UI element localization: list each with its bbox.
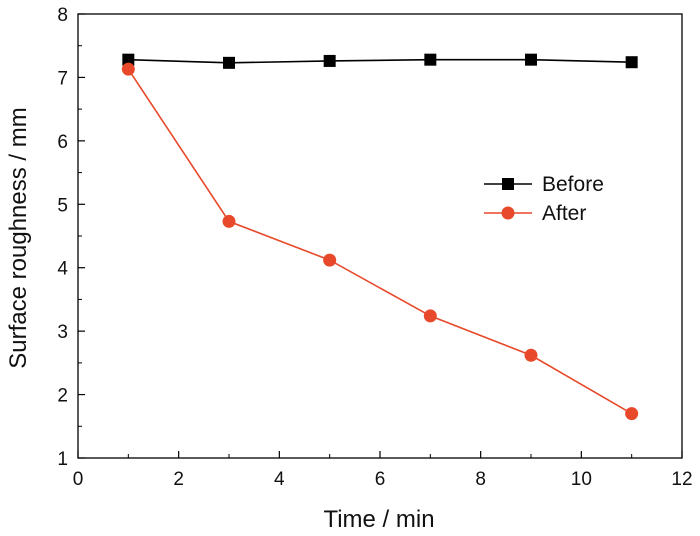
series-line-after xyxy=(127,68,633,415)
plot-frame xyxy=(77,13,683,459)
y-tick-label: 2 xyxy=(57,386,68,407)
data-point-after xyxy=(625,407,639,421)
legend-label: Before xyxy=(542,173,604,196)
data-point-before xyxy=(424,53,437,66)
data-point-before xyxy=(323,54,336,67)
x-tick-label: 12 xyxy=(671,469,692,490)
data-point-before xyxy=(223,56,235,69)
data-point-after xyxy=(524,348,538,362)
series-before xyxy=(122,53,638,69)
data-point-after xyxy=(423,309,437,323)
legend-entry-before: Before xyxy=(484,173,604,196)
data-point-after xyxy=(121,62,135,76)
x-tick-label: 4 xyxy=(274,469,285,490)
y-tick-label: 5 xyxy=(57,195,68,216)
data-point-after xyxy=(323,253,337,267)
x-tick-label: 8 xyxy=(475,469,486,490)
legend-marker xyxy=(501,206,515,220)
x-tick-label: 10 xyxy=(571,469,592,490)
y-tick-label: 3 xyxy=(57,322,68,343)
series-line-before xyxy=(128,58,632,64)
series-after xyxy=(121,62,639,421)
legend-entry-after: After xyxy=(484,202,586,225)
x-tick-label: 2 xyxy=(173,469,184,490)
y-tick-label: 7 xyxy=(57,68,68,89)
x-tick-label: 0 xyxy=(73,469,84,490)
x-axis-title: Time / min xyxy=(323,506,434,533)
y-tick-label: 8 xyxy=(57,5,68,26)
data-point-after xyxy=(222,214,236,228)
data-point-before xyxy=(525,53,537,66)
data-point-before xyxy=(625,56,638,69)
y-tick-label: 4 xyxy=(57,259,68,280)
y-axis-title: Surface roughness / mm xyxy=(5,107,32,368)
legend-marker xyxy=(502,178,514,190)
data-point-before xyxy=(122,53,135,66)
y-tick-label: 6 xyxy=(57,132,68,153)
y-tick-label: 1 xyxy=(57,449,68,470)
legend-label: After xyxy=(542,202,586,225)
x-tick-label: 6 xyxy=(375,469,386,490)
